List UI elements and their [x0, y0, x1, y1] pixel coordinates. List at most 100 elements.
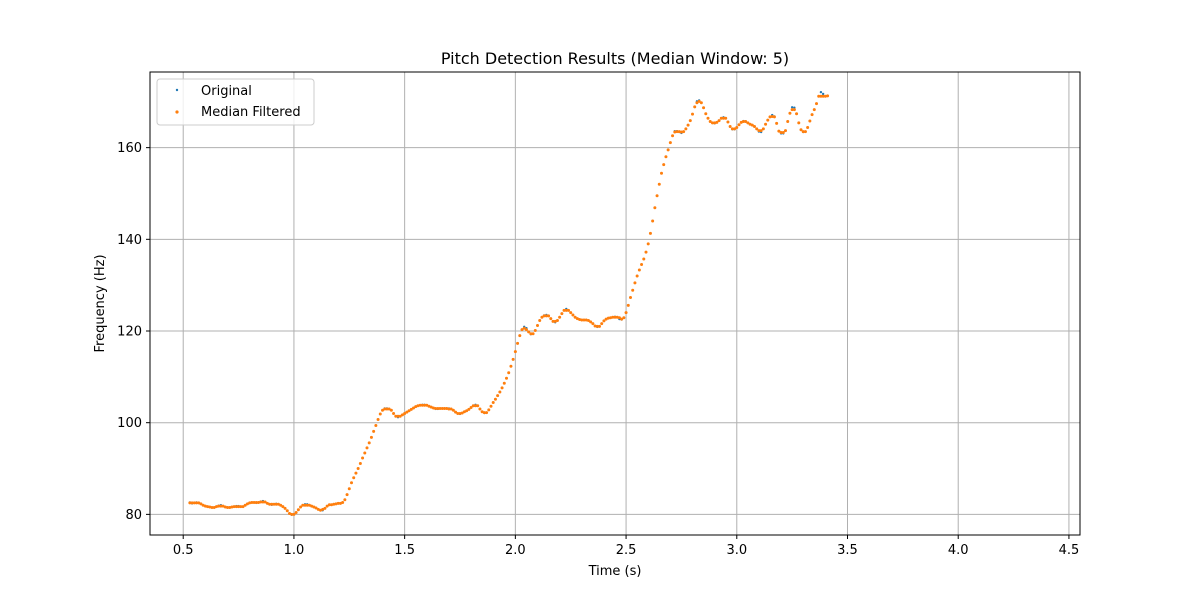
- data-point: [367, 441, 371, 445]
- series-median-filtered: [188, 94, 830, 516]
- data-point: [817, 94, 821, 98]
- data-point: [513, 350, 517, 354]
- data-point: [675, 130, 679, 134]
- data-point: [536, 324, 539, 327]
- data-point: [381, 408, 384, 412]
- data-point: [398, 414, 402, 418]
- data-point: [790, 106, 794, 109]
- data-point: [664, 155, 668, 159]
- data-point: [622, 316, 626, 320]
- data-point: [600, 322, 604, 326]
- data-point: [296, 508, 300, 512]
- data-point: [290, 512, 294, 516]
- data-point: [611, 315, 615, 319]
- data-point: [646, 242, 650, 246]
- x-tick-label: 0.5: [173, 543, 194, 558]
- data-point: [640, 263, 644, 267]
- legend-marker-original: [175, 88, 179, 92]
- data-point: [409, 407, 413, 411]
- data-point: [305, 503, 309, 507]
- data-point: [779, 131, 783, 135]
- data-point: [392, 412, 396, 416]
- data-point: [544, 314, 548, 318]
- data-point: [372, 429, 376, 433]
- data-point: [595, 324, 599, 328]
- x-tick-label: 3.5: [837, 543, 858, 558]
- data-point: [562, 308, 566, 312]
- data-point: [655, 194, 659, 198]
- data-point: [733, 127, 737, 131]
- data-point: [699, 101, 703, 105]
- data-point: [726, 120, 730, 124]
- data-point: [412, 406, 415, 410]
- data-point: [292, 512, 296, 516]
- data-point: [772, 115, 776, 119]
- y-tick-label: 160: [117, 141, 142, 156]
- data-point: [234, 505, 238, 509]
- data-point: [657, 182, 661, 186]
- data-point: [637, 268, 641, 272]
- data-point: [443, 406, 446, 410]
- x-tick-label: 4.0: [948, 543, 969, 558]
- x-tick-label: 1.0: [284, 543, 305, 558]
- data-point: [784, 129, 787, 133]
- data-point: [781, 131, 785, 135]
- data-point: [456, 412, 460, 416]
- data-point: [533, 329, 537, 333]
- data-point: [660, 171, 663, 175]
- data-point: [757, 129, 761, 133]
- data-point: [440, 406, 444, 410]
- data-point: [190, 501, 194, 505]
- data-point: [524, 328, 528, 332]
- data-point: [792, 108, 796, 112]
- data-point: [474, 404, 477, 408]
- data-point: [620, 317, 624, 321]
- grid-layer: [150, 72, 1080, 535]
- data-point: [502, 381, 506, 385]
- data-point: [303, 503, 307, 507]
- points-layer: [188, 90, 830, 517]
- data-point: [226, 506, 229, 509]
- data-point: [343, 498, 347, 502]
- data-point: [567, 308, 570, 312]
- data-point: [350, 481, 353, 485]
- data-point: [327, 503, 331, 507]
- data-point: [259, 500, 263, 504]
- data-point: [602, 319, 606, 323]
- data-point: [489, 404, 493, 408]
- data-point: [708, 120, 712, 124]
- x-tick-label: 3.0: [726, 543, 747, 558]
- data-point: [558, 315, 562, 319]
- data-point: [591, 322, 595, 326]
- data-point: [722, 116, 725, 120]
- data-point: [330, 503, 334, 507]
- data-point: [500, 386, 504, 390]
- data-point: [383, 407, 387, 411]
- data-point: [352, 476, 356, 480]
- legend-marker-median-filtered: [175, 110, 179, 114]
- data-point: [460, 411, 464, 415]
- data-point: [405, 410, 409, 414]
- data-point: [294, 511, 298, 515]
- data-point: [761, 127, 765, 131]
- series-original: [188, 90, 825, 517]
- data-point: [710, 121, 714, 125]
- data-point: [396, 414, 400, 418]
- data-point: [188, 501, 192, 505]
- data-point: [695, 101, 699, 105]
- data-point: [821, 94, 825, 98]
- data-point: [469, 406, 473, 410]
- data-point: [803, 130, 807, 134]
- data-point: [775, 121, 779, 125]
- data-point: [387, 407, 391, 411]
- data-point: [511, 357, 515, 361]
- legend-label-original: Original: [201, 84, 252, 99]
- data-point: [759, 129, 763, 133]
- data-point: [356, 467, 360, 471]
- data-point: [454, 410, 458, 414]
- data-point: [365, 446, 369, 450]
- data-point: [407, 409, 411, 413]
- data-point: [363, 451, 367, 455]
- data-point: [826, 94, 830, 98]
- x-tick-label: 2.0: [505, 543, 526, 558]
